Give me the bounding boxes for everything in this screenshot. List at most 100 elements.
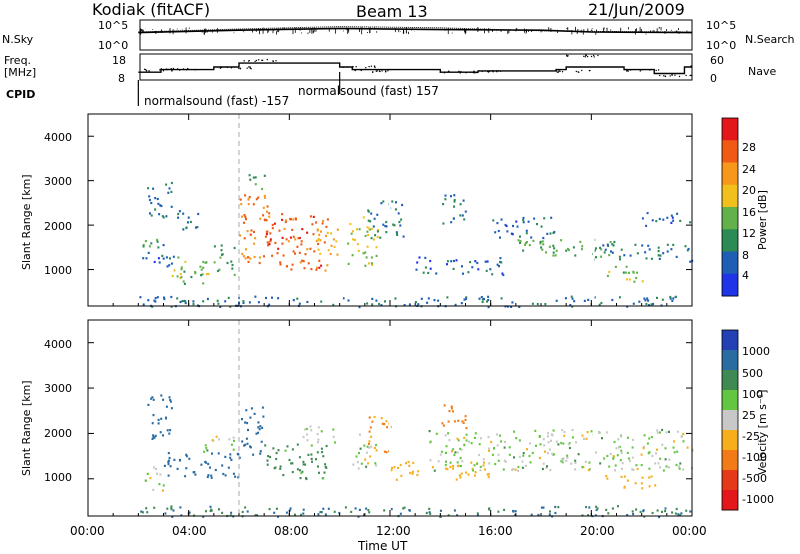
power-cell bbox=[684, 245, 687, 248]
velocity-cell bbox=[675, 463, 678, 467]
nave-point bbox=[354, 69, 356, 72]
power-cell bbox=[377, 229, 380, 232]
power-cell bbox=[454, 303, 457, 306]
velocity-cell bbox=[623, 485, 626, 488]
velocity-cell bbox=[651, 454, 654, 458]
power-cell bbox=[352, 230, 354, 233]
velocity-cell bbox=[459, 447, 462, 450]
power-cell bbox=[658, 217, 661, 221]
power-cell bbox=[489, 268, 492, 271]
power-panel bbox=[87, 113, 694, 309]
velocity-cell bbox=[380, 417, 383, 420]
power-cell bbox=[161, 215, 164, 218]
nave-point bbox=[659, 74, 661, 77]
power-cbar-tick-20: 20 bbox=[742, 184, 756, 197]
power-cell bbox=[213, 261, 216, 264]
power-cell bbox=[243, 221, 245, 224]
velocity-cell bbox=[245, 409, 248, 412]
power-cell bbox=[202, 282, 205, 285]
velocity-cell bbox=[522, 454, 525, 457]
power-cell bbox=[349, 223, 352, 226]
power-cell bbox=[180, 268, 183, 271]
power-cell bbox=[286, 265, 288, 268]
power-cell bbox=[347, 262, 350, 265]
power-cell bbox=[176, 275, 179, 278]
power-cell bbox=[255, 198, 258, 201]
velocity-cell bbox=[565, 459, 568, 462]
velocity-cell bbox=[249, 416, 252, 419]
power-cell bbox=[620, 248, 623, 251]
power-cell bbox=[323, 241, 326, 244]
power-cell bbox=[477, 268, 480, 271]
velocity-cell bbox=[494, 463, 497, 466]
power-cell bbox=[652, 302, 655, 306]
velocity-cell bbox=[207, 462, 210, 466]
power-cell bbox=[499, 260, 502, 264]
power-cell bbox=[545, 251, 547, 254]
power-cell bbox=[400, 218, 403, 221]
velocity-cell bbox=[482, 464, 485, 467]
nsearch-tick-bottom: 10^0 bbox=[706, 39, 737, 52]
velocity-cell bbox=[547, 441, 550, 444]
power-cell bbox=[450, 260, 453, 263]
velocity-colorbar-swatch bbox=[722, 390, 738, 411]
power-colorbar-swatch bbox=[722, 273, 738, 297]
nave-point bbox=[185, 69, 188, 71]
velocity-cell bbox=[471, 467, 474, 470]
velocity-cell bbox=[656, 448, 658, 451]
power-cell bbox=[148, 198, 151, 202]
velocity-cell bbox=[267, 455, 270, 458]
velocity-cell bbox=[531, 451, 534, 455]
power-cell bbox=[168, 187, 171, 190]
power-cell bbox=[239, 234, 242, 237]
velocity-cell bbox=[636, 468, 639, 471]
power-cell bbox=[515, 220, 518, 223]
power-cell bbox=[221, 253, 224, 256]
velocity-cell bbox=[642, 509, 645, 512]
velocity-cell bbox=[567, 443, 570, 446]
power-cell bbox=[247, 260, 250, 263]
power-cell bbox=[321, 222, 324, 225]
x-axis-label: Time UT bbox=[358, 539, 408, 553]
power-cell bbox=[464, 210, 467, 213]
velocity-cell bbox=[659, 457, 662, 460]
velocity-cell bbox=[488, 507, 491, 510]
x-tick-2000: 20:00 bbox=[580, 524, 615, 538]
velocity-cell bbox=[302, 508, 305, 511]
nave-point bbox=[226, 66, 228, 69]
velocity-cell bbox=[574, 461, 577, 464]
power-cell bbox=[365, 256, 368, 259]
velocity-cell bbox=[459, 476, 462, 479]
velocity-cell bbox=[496, 433, 499, 436]
nave-point bbox=[448, 70, 450, 72]
power-cell bbox=[245, 218, 247, 221]
power-cell bbox=[147, 299, 150, 302]
velocity-cell bbox=[549, 510, 551, 513]
power-cell bbox=[370, 256, 373, 259]
velocity-cell bbox=[352, 463, 355, 466]
velocity-cell bbox=[474, 432, 477, 435]
power-cell bbox=[192, 303, 195, 306]
velocity-cell bbox=[571, 429, 574, 432]
power-cell bbox=[604, 248, 607, 251]
velocity-cell bbox=[605, 431, 608, 434]
velocity-cell bbox=[306, 439, 309, 442]
power-cell bbox=[177, 216, 180, 219]
power-cell bbox=[645, 224, 648, 227]
nave-point bbox=[625, 70, 628, 72]
velocity-cell bbox=[386, 426, 389, 429]
velocity-cell bbox=[383, 423, 386, 426]
velocity-cell bbox=[277, 515, 279, 518]
velocity-cell bbox=[390, 469, 393, 472]
power-cell bbox=[364, 234, 367, 237]
velocity-cell bbox=[478, 443, 481, 446]
power-cell bbox=[499, 257, 502, 260]
velocity-cell bbox=[631, 468, 634, 471]
power-cell bbox=[452, 217, 455, 220]
power-cell bbox=[318, 233, 321, 236]
power-cell bbox=[536, 223, 538, 226]
power-cell bbox=[401, 203, 404, 207]
velocity-cell bbox=[609, 452, 612, 456]
velocity-cell bbox=[463, 444, 466, 447]
velocity-cell bbox=[168, 456, 171, 460]
